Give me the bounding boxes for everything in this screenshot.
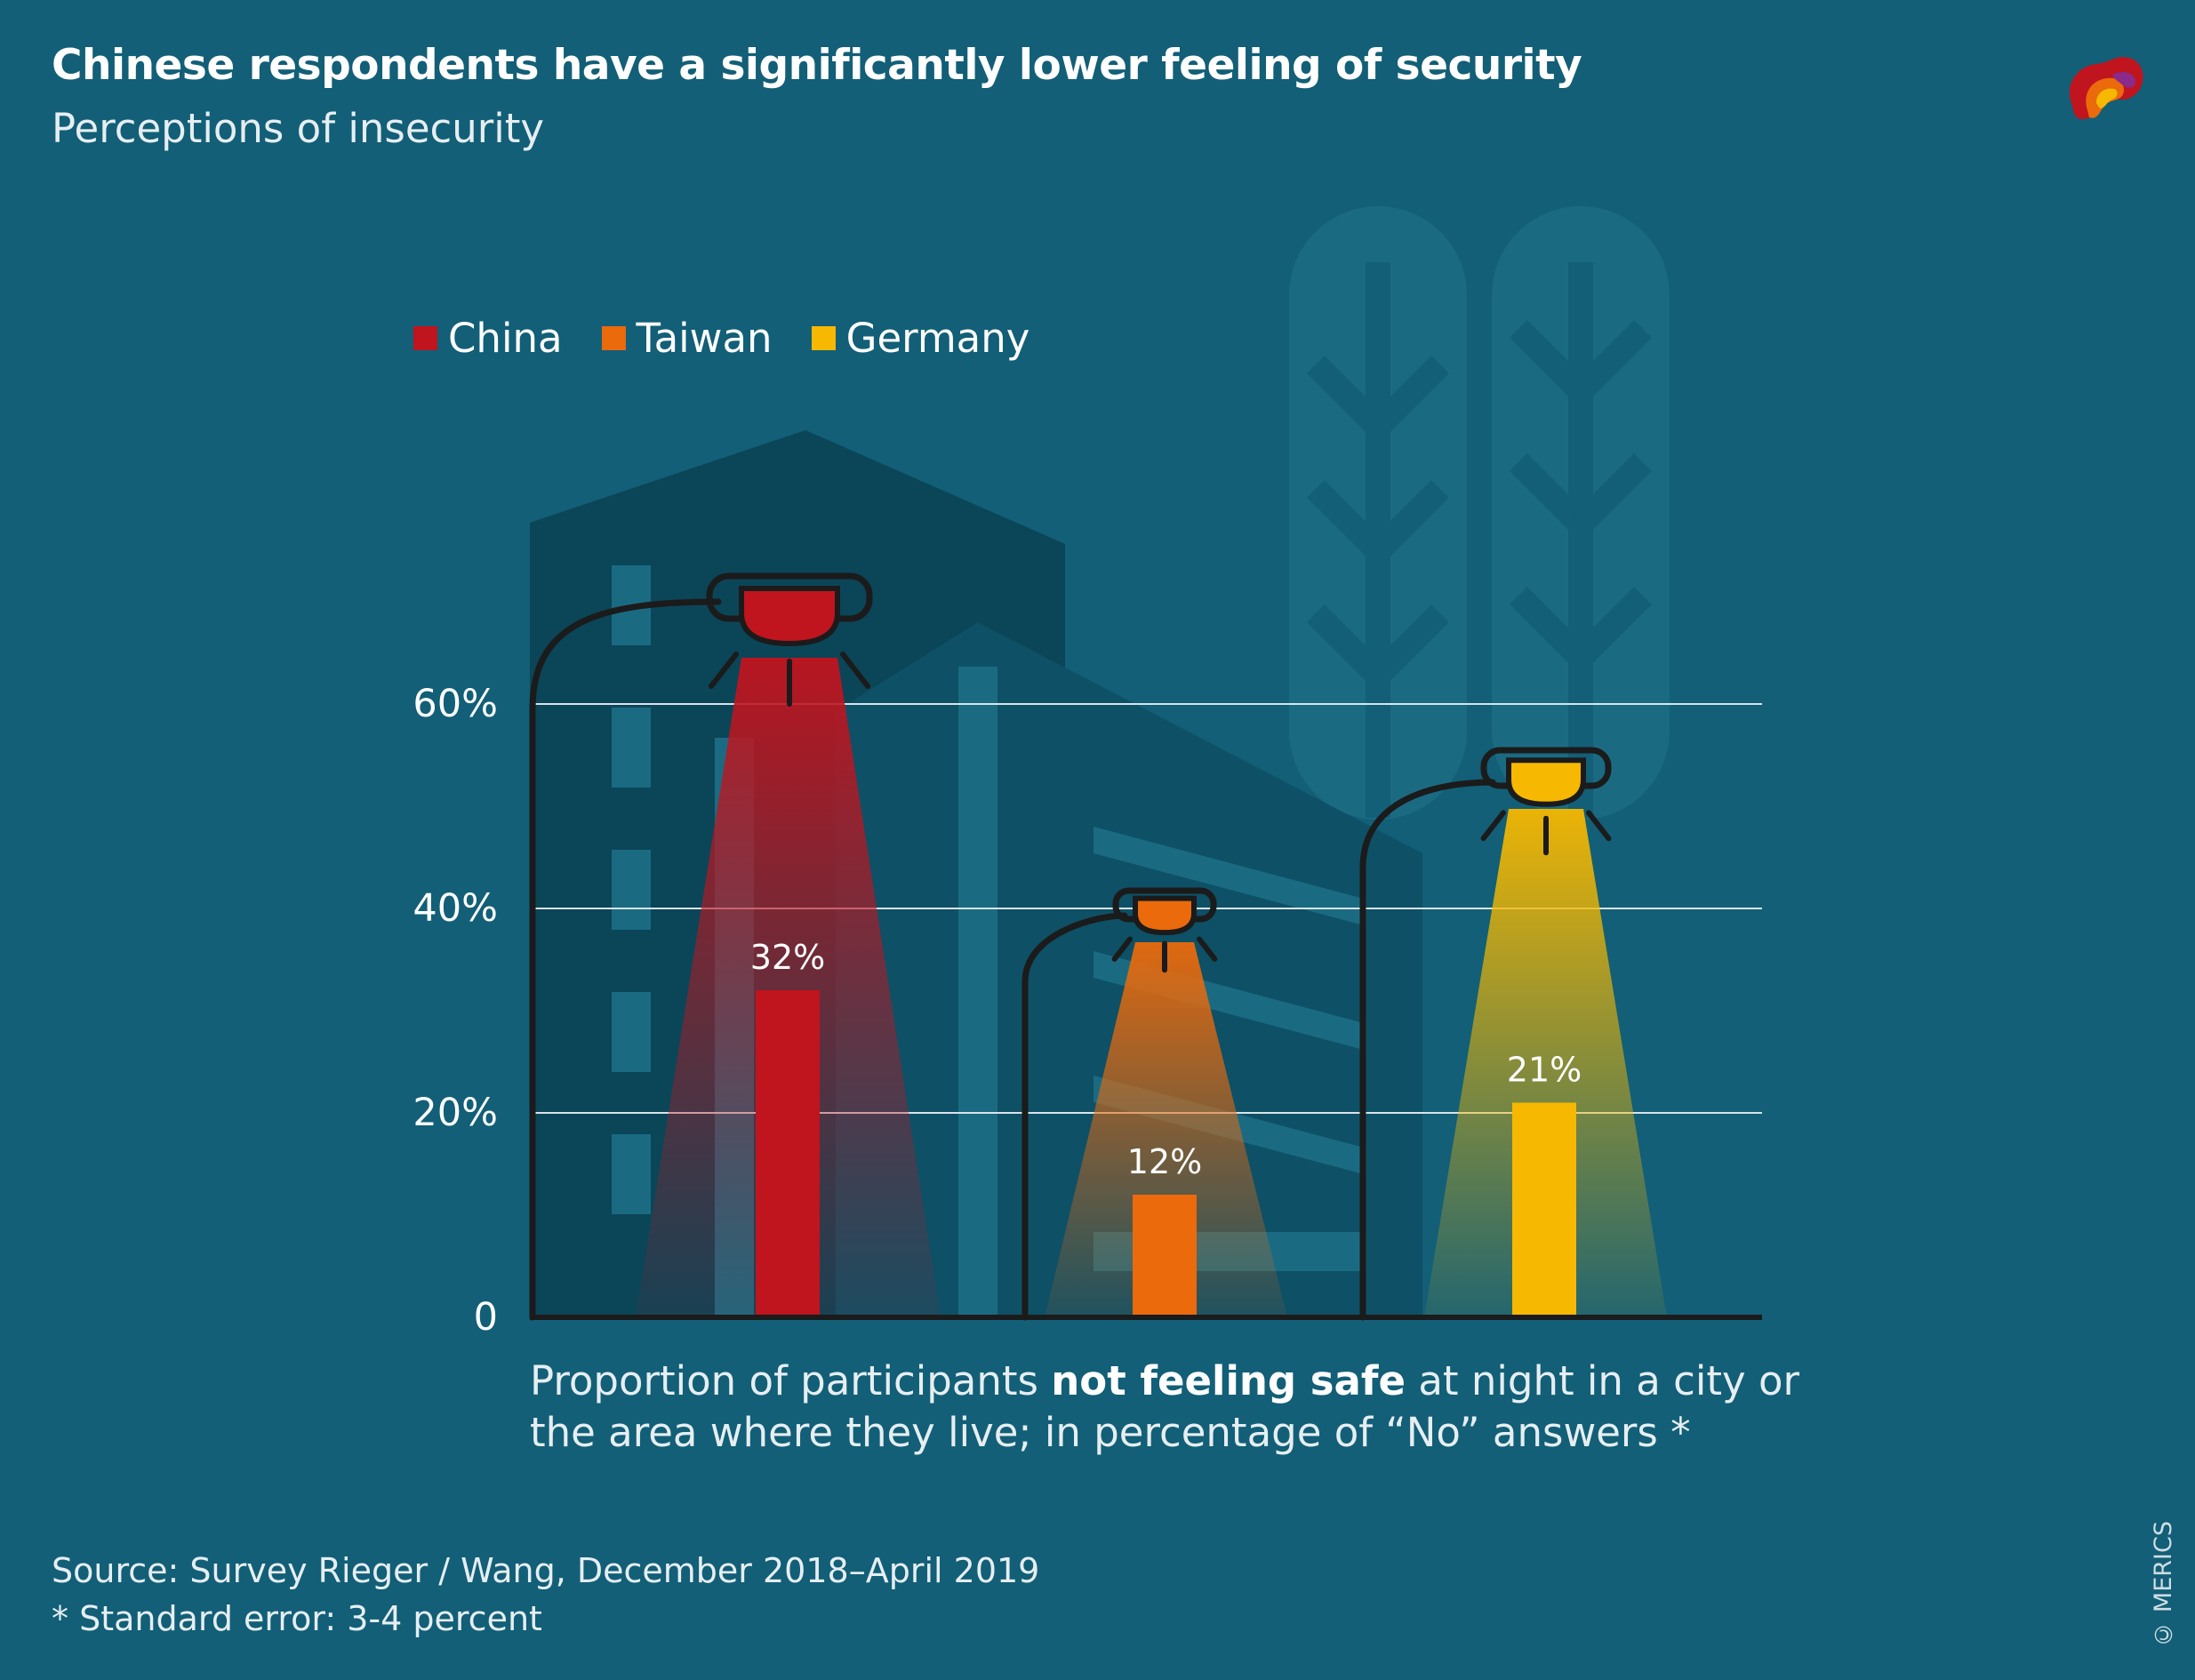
value-labels: 32% 12% 21% xyxy=(750,938,1582,1181)
value-label-taiwan: 12% xyxy=(1127,1142,1202,1181)
chart-caption: Proportion of participants not feeling s… xyxy=(530,1356,1810,1459)
lamp-pole xyxy=(529,598,722,1321)
tree-branches xyxy=(1307,262,1652,818)
bar-china xyxy=(756,990,820,1317)
lamp-ray xyxy=(1586,810,1612,842)
legend-label-taiwan: Taiwan xyxy=(636,315,773,362)
legend-item-china: China xyxy=(413,315,563,362)
lamp-bulb xyxy=(1506,757,1586,807)
value-label-germany: 21% xyxy=(1507,1051,1582,1090)
lamp-bulb xyxy=(739,586,840,647)
standard-error-note: * Standard error: 3-4 percent xyxy=(52,1599,542,1638)
legend-item-taiwan: Taiwan xyxy=(601,315,773,362)
light-beam xyxy=(1424,809,1667,1317)
caption-text-end: at night in a city or the area where the… xyxy=(530,1357,1799,1456)
bar-germany xyxy=(1512,1102,1576,1317)
light-beam xyxy=(636,658,941,1317)
legend: China Taiwan Germany xyxy=(413,315,1029,362)
legend-item-germany: Germany xyxy=(811,315,1030,362)
source-note: Source: Survey Rieger / Wang, December 2… xyxy=(52,1551,1040,1590)
caption-emphasis: not feeling safe xyxy=(1051,1357,1406,1404)
legend-label-germany: Germany xyxy=(845,315,1030,362)
legend-swatch-germany xyxy=(811,326,836,350)
caption-text-start: Proportion of participants xyxy=(530,1357,1052,1404)
chart-title: Chinese respondents have a significantly… xyxy=(52,41,1582,90)
legend-swatch-taiwan xyxy=(601,326,626,350)
y-tick-label: 40% xyxy=(413,886,498,931)
copyright-notice: © MERICS xyxy=(2150,1521,2177,1648)
bars xyxy=(756,990,1576,1317)
merics-logo-icon xyxy=(2069,57,2143,120)
light-beam xyxy=(1045,942,1287,1317)
y-tick-label: 20% xyxy=(413,1091,498,1135)
bar-taiwan xyxy=(1133,1195,1197,1317)
y-tick-label: 0 xyxy=(473,1295,498,1340)
lamp-ray xyxy=(709,652,739,689)
light-beams xyxy=(636,658,1667,1317)
value-label-china: 32% xyxy=(750,938,825,977)
chart-subtitle: Perceptions of insecurity xyxy=(52,105,545,152)
lamp-pole xyxy=(1021,912,1128,1321)
legend-swatch-china xyxy=(413,326,437,350)
lamp-ray xyxy=(1480,810,1506,842)
lamp-pole xyxy=(1359,779,1496,1321)
y-tick-label: 60% xyxy=(413,682,498,726)
lamp-bulb xyxy=(1133,895,1197,936)
lamp-ray xyxy=(1197,936,1218,962)
street-lamps xyxy=(529,572,1612,1321)
lamp-ray xyxy=(840,652,870,689)
lamp-ray xyxy=(1111,936,1133,962)
legend-label-china: China xyxy=(448,315,563,362)
footer-notes: Source: Survey Rieger / Wang, December 2… xyxy=(52,1547,1039,1643)
